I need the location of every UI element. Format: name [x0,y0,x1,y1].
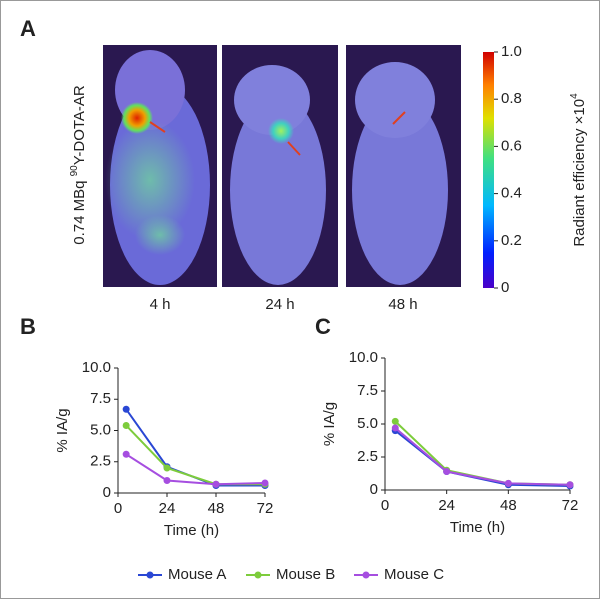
point [122,405,130,413]
y-axis-label: % IA/g [54,408,71,452]
y-tick-label: 2.5 [90,453,111,470]
y-tick-label: 7.5 [357,382,378,399]
y-tick-label: 7.5 [90,390,111,407]
panel-label: A [20,16,36,41]
legend-marker [146,571,154,579]
colorbar-tick-label: 1.0 [501,43,522,60]
panel-label: C [315,314,331,339]
point [261,479,269,487]
legend-label: Mouse B [276,566,335,583]
point [391,417,399,425]
x-tick-label: 72 [562,497,579,514]
x-tick-label: 24 [159,500,176,517]
point [212,480,220,488]
y-tick-label: 5.0 [357,415,378,432]
y-tick-label: 10.0 [82,359,111,376]
x-axis-label: Time (h) [164,522,219,539]
legend-label: Mouse A [168,566,226,583]
colorbar-label: Radiant efficiency ×104 [569,93,588,247]
x-axis-label: Time (h) [450,519,505,536]
point [122,450,130,458]
image-label: 4 h [150,296,171,313]
point [566,481,574,489]
legend-marker [254,571,262,579]
colorbar-tick-label: 0.4 [501,185,522,202]
image-label: 24 h [265,296,294,313]
colorbar-tick-label: 0 [501,279,509,296]
point [163,464,171,472]
x-tick-label: 0 [114,500,122,517]
x-tick-label: 48 [208,500,225,517]
point [443,468,451,476]
y-tick-label: 0 [103,484,111,501]
colorbar-tick-label: 0.8 [501,90,522,107]
point [163,477,171,484]
image-ylabel: 0.74 MBq 90Y-DOTA-AR [69,85,88,245]
image-label: 48 h [388,296,417,313]
x-tick-label: 72 [257,500,274,517]
y-tick-label: 10.0 [349,349,378,366]
mouse-images [103,45,461,287]
line [394,427,571,486]
x-tick-label: 0 [381,497,389,514]
colorbar [483,52,494,288]
line [125,453,266,486]
x-tick-label: 24 [438,497,455,514]
point [391,424,399,432]
y-tick-label: 0 [370,481,378,498]
colorbar-tick-label: 0.2 [501,232,522,249]
legend-marker [362,571,370,579]
point [504,479,512,487]
y-axis-label: % IA/g [321,402,338,446]
y-tick-label: 2.5 [357,448,378,465]
legend-label: Mouse C [384,566,444,583]
y-tick-label: 5.0 [90,421,111,438]
x-tick-label: 48 [500,497,517,514]
colorbar-tick-label: 0.6 [501,137,522,154]
point [122,422,130,429]
panel-label: B [20,314,36,339]
